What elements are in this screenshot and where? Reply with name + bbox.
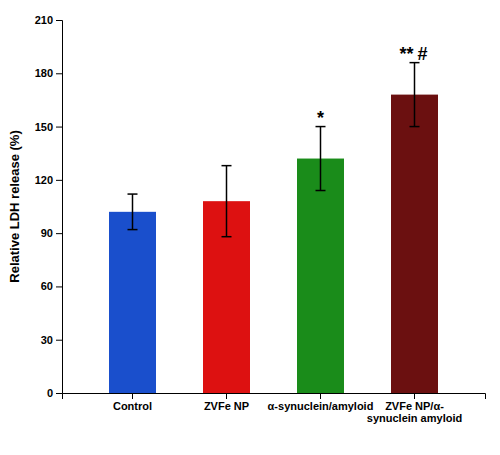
error-bar-cap [128,229,138,231]
x-axis: Control ZVFe NP α-synuclein/amyloidZVFe NP… [63,393,486,424]
x-tick-label: α-synuclein/amyloid [268,400,374,412]
marks [109,63,438,393]
chart: 0 30 60 90 120 150 180 210 Control ZVFe NP α-synuc… [0,0,500,455]
bar [109,212,156,393]
y-tick-label: 210 [35,14,53,26]
x-tick: ZVFe NP/α-synuclein amyloid [367,393,462,424]
y-tick-mark [56,393,62,394]
y-tick-mark [56,127,62,128]
annotation: ** [399,44,413,64]
x-tick: Control [113,393,152,412]
y-tick: 0 [47,387,62,399]
y-tick-mark [56,286,62,287]
y-tick-label: 120 [35,174,53,186]
annotation: # [417,44,427,64]
y-axis: 0 30 60 90 120 150 180 210 [35,14,63,399]
x-tick: α-synuclein/amyloid [268,393,374,412]
x-tick: ZVFe NP [204,393,249,412]
y-tick-label: 90 [41,227,53,239]
y-tick: 210 [35,14,62,26]
bar [297,159,344,393]
error-bar-stem [132,194,134,230]
y-tick-label: 0 [47,387,53,399]
y-tick-mark [56,340,62,341]
y-tick: 30 [41,334,62,346]
y-tick-mark [56,233,62,234]
y-tick: 180 [35,67,62,79]
y-tick-label: 60 [41,280,53,292]
error-bar-cap [410,126,420,128]
error-bar [316,127,326,191]
x-axis-line [63,394,486,400]
error-bar-stem [226,166,228,237]
x-tick-label: Control [113,400,152,412]
error-bar [222,166,232,237]
x-tick-mark [226,393,227,399]
x-tick-label: ZVFe NP [204,400,249,412]
y-axis-line [56,21,63,394]
error-bar-stem [320,127,322,191]
error-bar [128,194,138,230]
annotation: * [317,108,324,128]
error-bar-cap [316,190,326,192]
x-tick-mark [320,393,321,399]
y-tick-mark [56,20,62,21]
error-bar-cap [222,165,232,167]
y-axis-title: Relative LDH release (%) [7,130,22,282]
annotations: ***# [317,44,428,128]
y-tick: 90 [41,227,62,239]
y-tick-label: 150 [35,121,53,133]
y-tick-mark [56,180,62,181]
plot: 0 30 60 90 120 150 180 210 Control ZVFe NP α-synuc… [35,14,486,424]
error-bar-cap [222,236,232,238]
y-tick-mark [56,73,62,74]
y-tick-label: 180 [35,67,53,79]
bar [391,95,438,393]
y-tick: 60 [41,280,62,292]
y-tick: 120 [35,174,62,186]
error-bar-cap [128,193,138,195]
x-tick-mark [414,393,415,399]
y-tick: 150 [35,121,62,133]
y-tick-label: 30 [41,334,53,346]
x-tick-label: ZVFe NP/α-synuclein amyloid [367,400,462,425]
error-bar-stem [414,63,416,127]
x-tick-mark [132,393,133,399]
error-bar [410,63,420,127]
